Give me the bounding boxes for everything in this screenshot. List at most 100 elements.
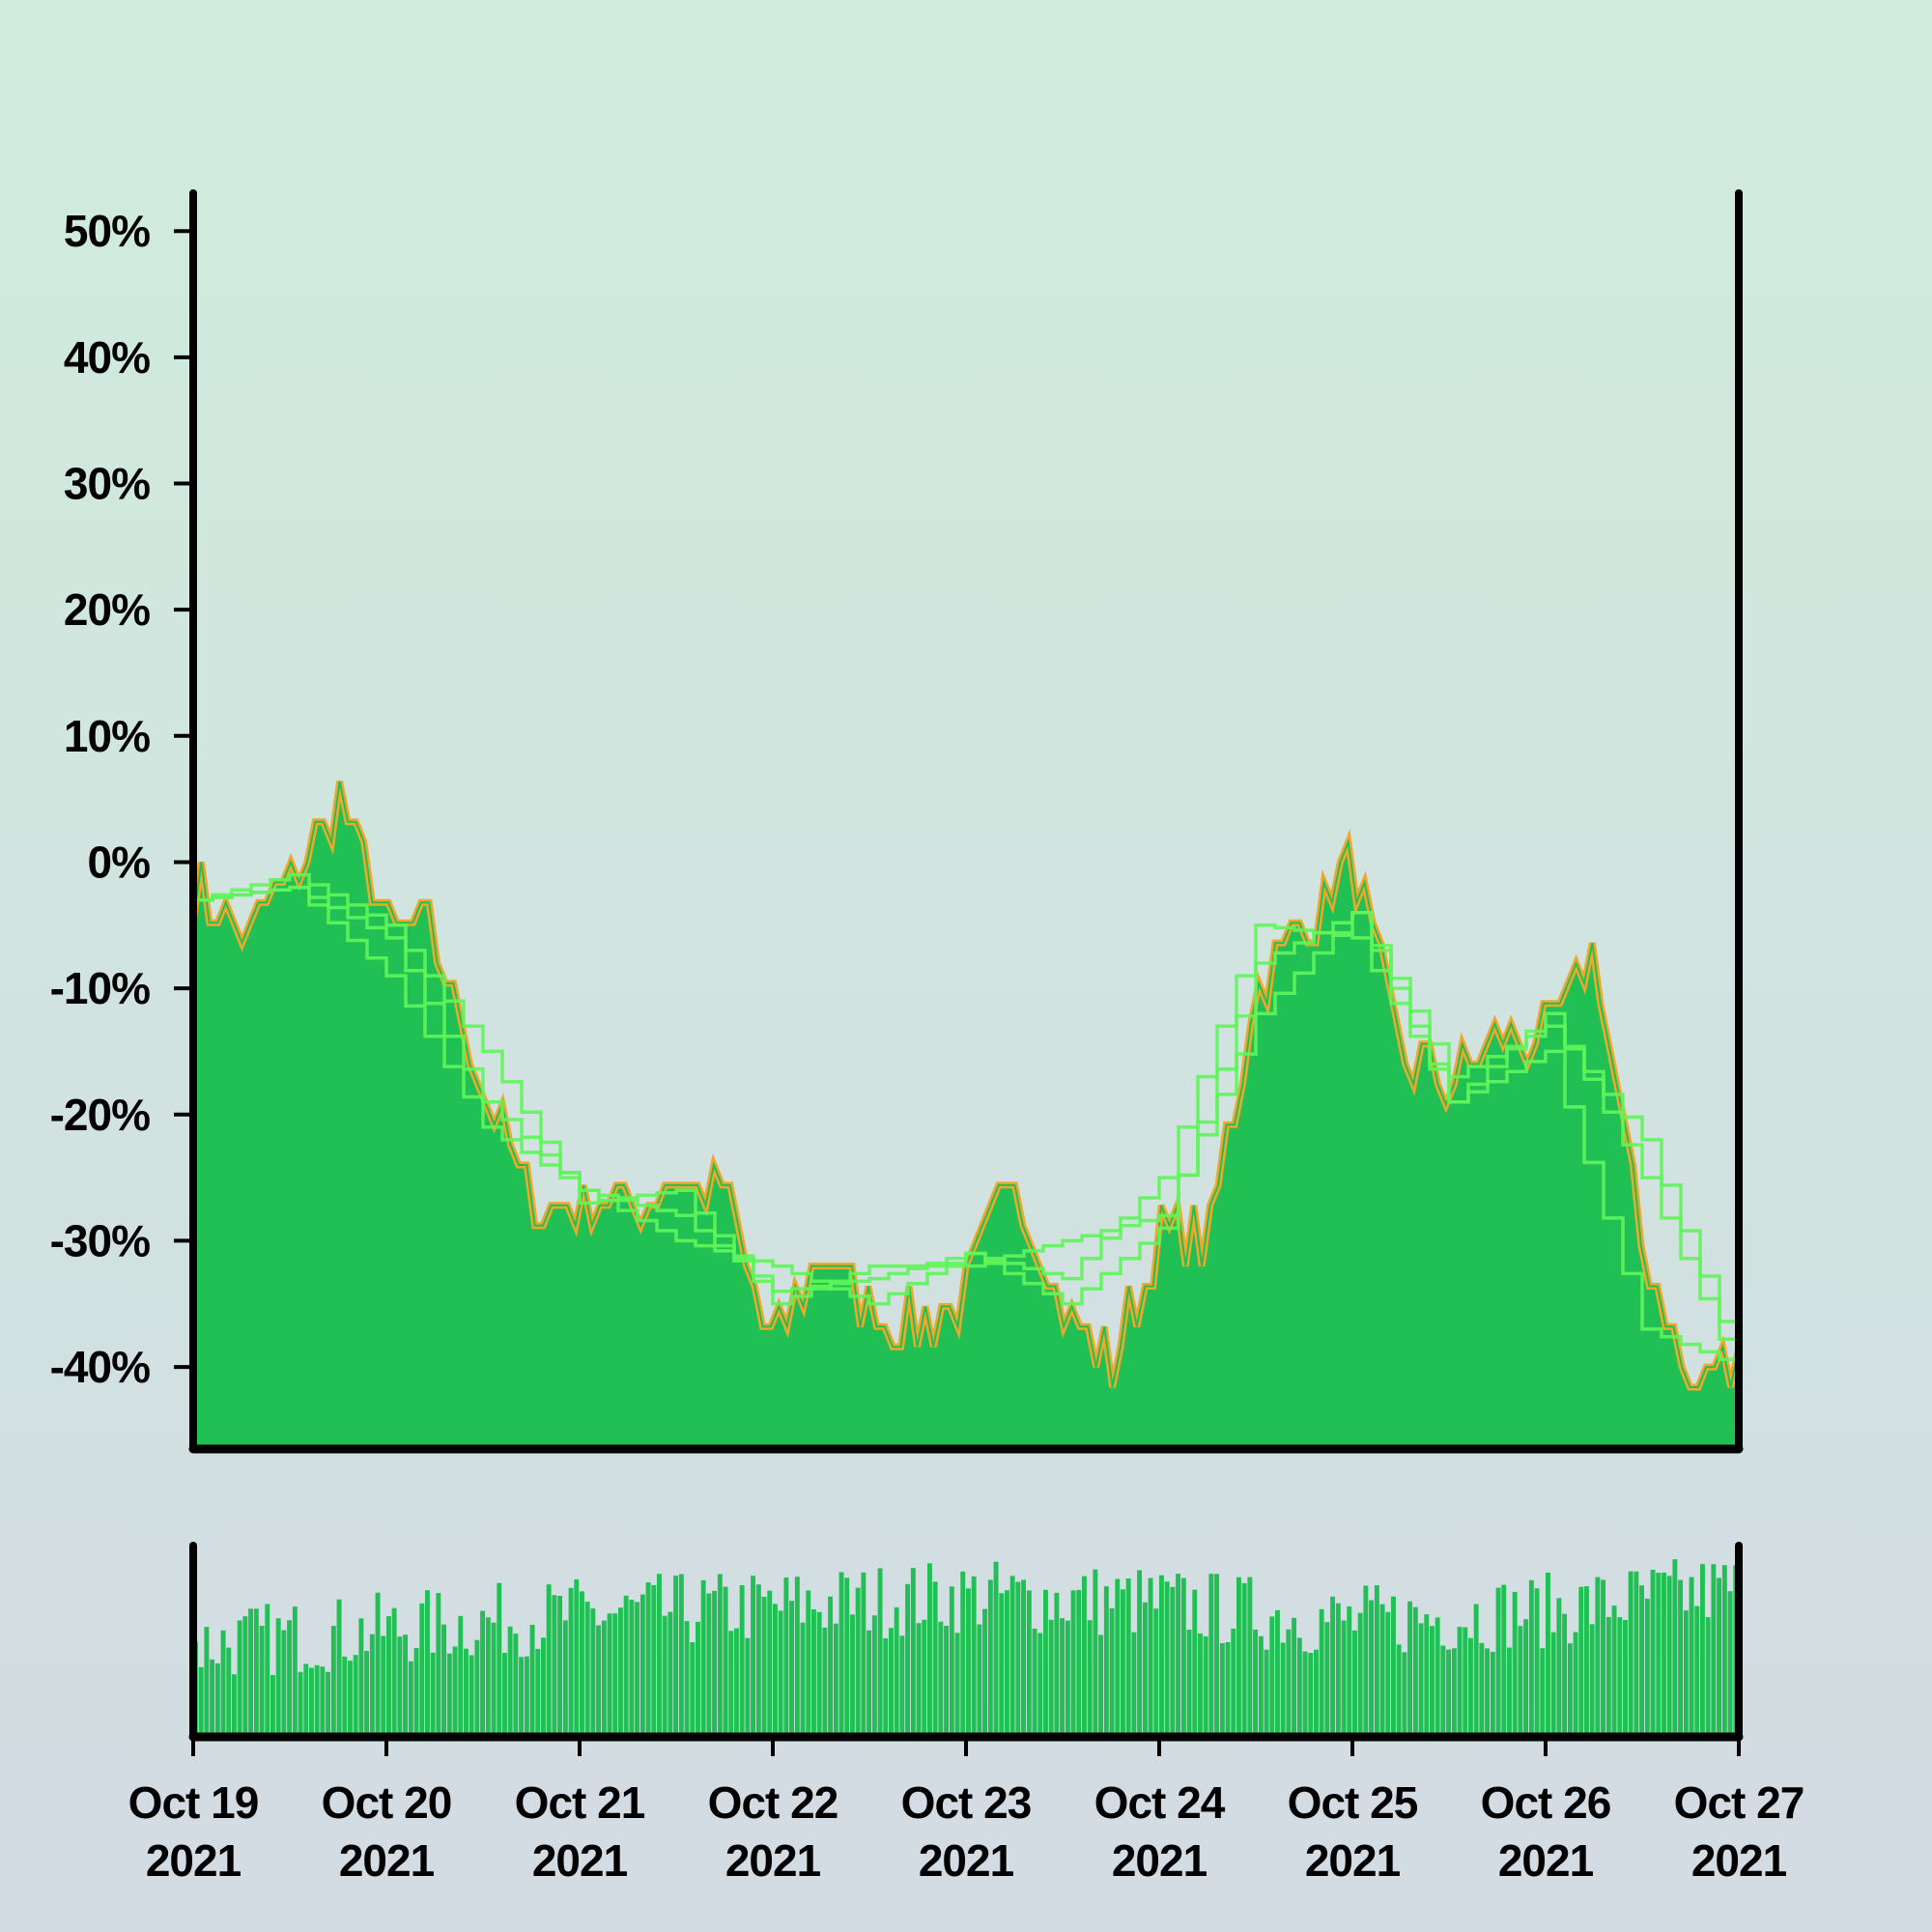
volume-bar — [441, 1624, 447, 1737]
volume-bar — [1115, 1578, 1121, 1737]
volume-bar — [480, 1610, 486, 1737]
volume-bar — [1550, 1632, 1556, 1737]
volume-bar — [761, 1597, 767, 1737]
volume-bar — [1060, 1618, 1065, 1737]
volume-bar — [778, 1610, 783, 1737]
volume-bar — [232, 1674, 237, 1737]
volume-bar — [1578, 1586, 1584, 1737]
volume-bar — [1357, 1612, 1363, 1737]
volume-bar — [993, 1561, 999, 1737]
volume-bar — [204, 1627, 210, 1737]
volume-bar — [1054, 1592, 1060, 1737]
volume-bar — [838, 1572, 844, 1737]
volume-bar — [1363, 1585, 1369, 1737]
volume-bar — [1219, 1643, 1225, 1737]
volume-bar — [1208, 1574, 1214, 1737]
volume-bar — [446, 1653, 452, 1737]
y-tick-label: 30% — [64, 459, 150, 509]
volume-bar — [1324, 1622, 1330, 1737]
volume-bar — [1121, 1589, 1125, 1737]
volume-bar — [1253, 1630, 1259, 1737]
volume-bar — [696, 1621, 700, 1737]
volume-bar — [1601, 1579, 1606, 1737]
volume-bar — [552, 1595, 557, 1737]
volume-bar — [1005, 1590, 1009, 1737]
volume-bar — [220, 1630, 226, 1737]
volume-bar — [1617, 1617, 1623, 1737]
volume-bar — [1048, 1619, 1054, 1737]
y-tick-label: -40% — [50, 1342, 150, 1392]
volume-bar — [541, 1637, 546, 1737]
volume-bar — [391, 1607, 397, 1737]
volume-bar — [767, 1590, 773, 1737]
volume-bar — [242, 1616, 248, 1737]
x-tick-label-year: 2021 — [1305, 1835, 1401, 1886]
volume-bar — [1639, 1585, 1645, 1737]
volume-bar — [1424, 1614, 1430, 1737]
volume-bar — [253, 1608, 259, 1737]
volume-bar — [1518, 1626, 1523, 1737]
volume-bar — [977, 1624, 982, 1737]
volume-bar — [712, 1590, 718, 1737]
volume-bar — [844, 1577, 850, 1737]
volume-bar — [330, 1626, 336, 1737]
volume-bar — [1286, 1629, 1292, 1737]
volume-bar — [1435, 1617, 1440, 1737]
volume-bar — [966, 1588, 971, 1737]
volume-bar — [1501, 1584, 1507, 1737]
volume-bar — [1026, 1590, 1032, 1737]
volume-bar — [381, 1635, 386, 1737]
volume-bar — [1567, 1643, 1573, 1737]
volume-bar — [281, 1630, 287, 1737]
volume-bar — [723, 1586, 728, 1737]
volume-bar — [1634, 1571, 1639, 1737]
volume-bar — [639, 1594, 645, 1737]
volume-bar — [927, 1563, 932, 1737]
volume-bar — [668, 1611, 673, 1737]
volume-bar — [557, 1596, 563, 1737]
volume-bar — [1662, 1572, 1666, 1737]
volume-bar — [629, 1600, 635, 1737]
volume-bar — [1534, 1588, 1540, 1737]
volume-bar — [1319, 1608, 1324, 1737]
volume-bar — [1705, 1617, 1711, 1737]
volume-bar — [1683, 1610, 1689, 1737]
y-tick-label: -20% — [50, 1090, 150, 1140]
volume-bar — [1402, 1652, 1407, 1737]
volume-bar — [320, 1666, 326, 1737]
volume-bar — [529, 1625, 535, 1737]
volume-bar — [1098, 1634, 1104, 1737]
volume-bar — [1495, 1587, 1501, 1737]
volume-bar — [1512, 1591, 1518, 1737]
volume-bar — [949, 1586, 954, 1737]
volume-bar — [1258, 1635, 1264, 1737]
volume-bar — [375, 1592, 381, 1737]
volume-bar — [922, 1619, 927, 1737]
volume-bar — [226, 1647, 232, 1737]
volume-bar — [1159, 1575, 1164, 1737]
volume-bar — [419, 1603, 425, 1737]
volume-bar — [425, 1590, 430, 1737]
volume-bar — [342, 1656, 348, 1737]
volume-bar — [348, 1661, 353, 1737]
x-tick-label-year: 2021 — [919, 1835, 1014, 1886]
price-area — [193, 781, 1739, 1449]
x-tick-label-date: Oct 24 — [1094, 1777, 1226, 1828]
volume-bar — [1446, 1649, 1452, 1737]
volume-bar — [982, 1608, 988, 1737]
volume-bar — [1540, 1648, 1546, 1737]
volume-bar — [960, 1571, 966, 1737]
volume-bar — [751, 1576, 756, 1737]
volume-bar — [309, 1667, 314, 1737]
volume-bar — [397, 1636, 403, 1737]
volume-bar — [910, 1568, 916, 1737]
volume-bar — [214, 1662, 220, 1737]
volume-bar — [706, 1593, 712, 1737]
volume-bar — [1523, 1619, 1529, 1737]
volume-bar — [855, 1587, 861, 1737]
volume-bar — [1678, 1579, 1684, 1737]
volume-bar — [1280, 1642, 1286, 1737]
volume-bar — [1457, 1627, 1463, 1737]
volume-bar — [1589, 1624, 1595, 1737]
volume-bar — [877, 1568, 883, 1737]
